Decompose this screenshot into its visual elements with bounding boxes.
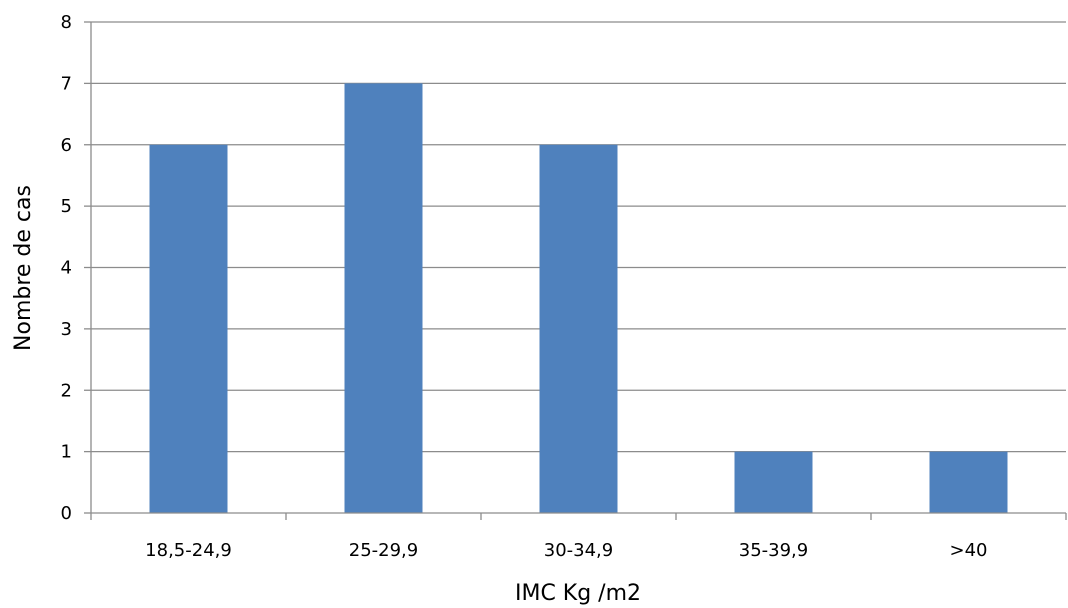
x-tick-label: 25-29,9 — [349, 540, 418, 561]
y-tick-label: 2 — [61, 380, 72, 401]
x-tick-label: >40 — [950, 540, 988, 561]
axes — [84, 21, 1067, 520]
bar-4 — [734, 451, 813, 513]
y-tick-label: 4 — [61, 258, 72, 279]
y-tick-labels: 0 1 2 3 4 5 6 7 8 — [61, 12, 72, 524]
x-tick-label: 30-34,9 — [544, 540, 613, 561]
y-tick-label: 7 — [61, 73, 72, 94]
y-tick-label: 6 — [61, 135, 72, 156]
x-axis-title: IMC Kg /m2 — [515, 581, 641, 606]
y-axis-title: Nombre de cas — [11, 185, 36, 351]
y-tick-label: 3 — [61, 319, 72, 340]
y-tick-label: 8 — [61, 12, 72, 33]
bar-1 — [149, 144, 228, 513]
bar-2 — [344, 83, 423, 513]
y-tick-label: 1 — [61, 442, 72, 463]
x-tick-label: 18,5-24,9 — [145, 540, 232, 561]
bars — [149, 83, 1008, 513]
x-tick-label: 35-39,9 — [739, 540, 808, 561]
y-tick-label: 5 — [61, 196, 72, 217]
y-tick-label: 0 — [61, 503, 72, 524]
bar-5 — [929, 451, 1008, 513]
bar-3 — [539, 144, 618, 513]
x-tick-labels: 18,5-24,9 25-29,9 30-34,9 35-39,9 >40 — [145, 540, 987, 561]
